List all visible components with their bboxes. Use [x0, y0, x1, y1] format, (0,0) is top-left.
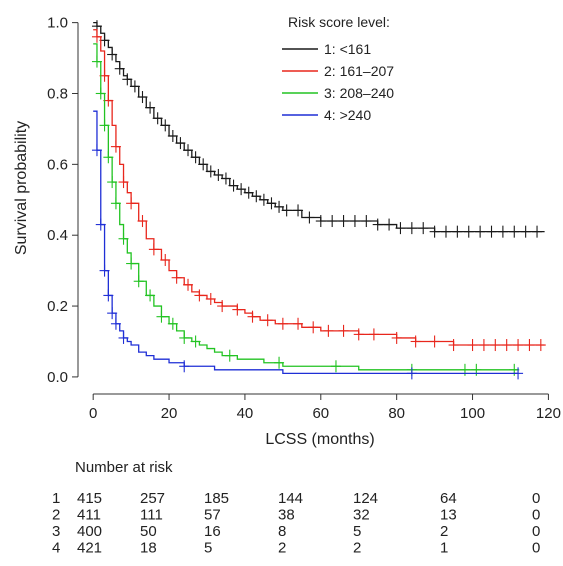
- risk-cell: 411: [77, 507, 101, 524]
- risk-row-label: 4: [52, 540, 60, 557]
- risk-table-title: Number at risk: [75, 459, 173, 476]
- risk-cell: 0: [532, 507, 540, 524]
- y-axis-label: Survival probability: [13, 121, 30, 255]
- risk-row-label: 3: [52, 523, 60, 540]
- risk-row-label: 2: [52, 507, 60, 524]
- axes: 0.0 0.2 0.4 0.6 0.8 1.0 0 20 40 60 80 100 120: [47, 15, 561, 422]
- risk-cell: 57: [204, 507, 221, 524]
- x-tick-label: 80: [388, 405, 405, 422]
- y-tick-label: 0.6: [47, 156, 68, 173]
- y-tick-label: 0.4: [47, 227, 68, 244]
- legend-title: Risk score level:: [288, 14, 390, 30]
- x-axis-label: LCSS (months): [265, 431, 374, 448]
- legend-label-2: 2: 161–207: [324, 63, 394, 79]
- risk-cell: 16: [204, 523, 221, 540]
- risk-row-label: 1: [52, 490, 60, 507]
- risk-cell: 421: [77, 540, 102, 557]
- x-tick-label: 40: [237, 405, 254, 422]
- risk-cell: 5: [353, 523, 361, 540]
- y-tick-label: 0.8: [47, 85, 68, 102]
- risk-cell: 400: [77, 523, 102, 540]
- number-at-risk-table: Number at risk 1 415 257 185 144 124 64 02 411 11…: [52, 459, 540, 557]
- risk-cell: 0: [532, 523, 540, 540]
- risk-cell: 50: [140, 523, 157, 540]
- x-tick-label: 120: [536, 405, 561, 422]
- series-1-curve: [93, 21, 545, 233]
- risk-cell: 2: [440, 523, 448, 540]
- risk-cell: 144: [278, 490, 303, 507]
- legend-label-3: 3: 208–240: [324, 85, 394, 101]
- risk-cell: 2: [353, 540, 361, 557]
- risk-cell: 18: [140, 540, 157, 557]
- series-4-curve: [93, 110, 519, 375]
- risk-cell: 2: [278, 540, 286, 557]
- risk-cell: 5: [204, 540, 212, 557]
- risk-cell: 32: [353, 507, 370, 524]
- risk-cell: 1: [440, 540, 448, 557]
- legend-label-1: 1: <161: [324, 41, 371, 57]
- risk-cell: 415: [77, 490, 102, 507]
- risk-cell: 38: [278, 507, 295, 524]
- y-tick-label: 0.0: [47, 369, 68, 386]
- risk-cell: 0: [532, 540, 540, 557]
- x-tick-label: 20: [161, 405, 178, 422]
- survival-curves: [91, 20, 546, 380]
- risk-cell: 185: [204, 490, 229, 507]
- risk-cell: 8: [278, 523, 286, 540]
- risk-cell: 64: [440, 490, 457, 507]
- risk-cell: 111: [140, 507, 163, 524]
- legend: Risk score level: 1: <161 2: 161–207 3: 20…: [282, 14, 394, 123]
- x-tick-label: 60: [312, 405, 329, 422]
- x-tick-label: 0: [89, 405, 97, 422]
- risk-cell: 124: [353, 490, 378, 507]
- risk-cell: 257: [140, 490, 165, 507]
- y-tick-label: 0.2: [47, 298, 68, 315]
- y-tick-label: 1.0: [47, 15, 68, 32]
- risk-cell: 0: [532, 490, 540, 507]
- series-2-curve: [93, 29, 545, 346]
- x-tick-label: 100: [460, 405, 485, 422]
- risk-cell: 13: [440, 507, 457, 524]
- legend-label-4: 4: >240: [324, 107, 371, 123]
